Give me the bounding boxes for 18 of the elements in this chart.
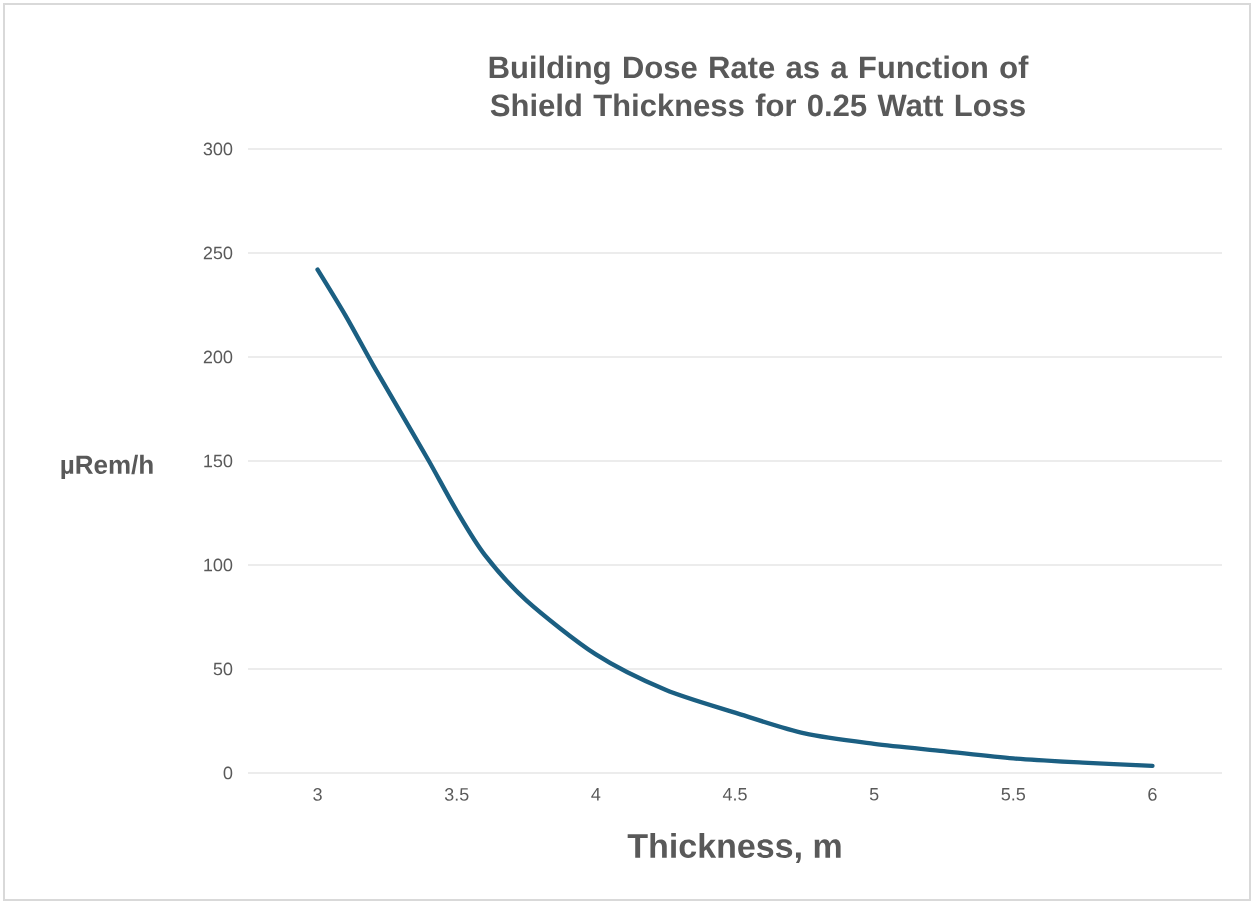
- chart-title: Building Dose Rate as a Function of Shield Thickness for 0.25 Watt Loss: [489, 55, 1029, 117]
- x-tick-label: 3.5: [444, 788, 469, 801]
- y-tick-label: 150: [204, 454, 233, 468]
- y-tick-label: 50: [213, 662, 233, 676]
- y-tick-label: 250: [203, 246, 233, 260]
- x-tick-label: 4.5: [722, 788, 747, 801]
- y-tick-label: 200: [203, 350, 233, 364]
- x-tick-label: 4: [591, 788, 601, 801]
- x-tick-label: 5: [869, 788, 879, 801]
- x-tick-label: 5.5: [1001, 788, 1026, 801]
- x-axis-title: Thickness, m: [627, 833, 841, 863]
- y-tick-label: 100: [204, 558, 233, 572]
- y-tick-label: 0: [223, 766, 233, 780]
- x-tick-label: 3: [313, 788, 322, 801]
- line-series: [315, 267, 1155, 769]
- x-tick-label: 6: [1148, 788, 1157, 801]
- y-tick-label: 300: [203, 142, 233, 156]
- y-axis-title: µRem/h: [61, 454, 153, 480]
